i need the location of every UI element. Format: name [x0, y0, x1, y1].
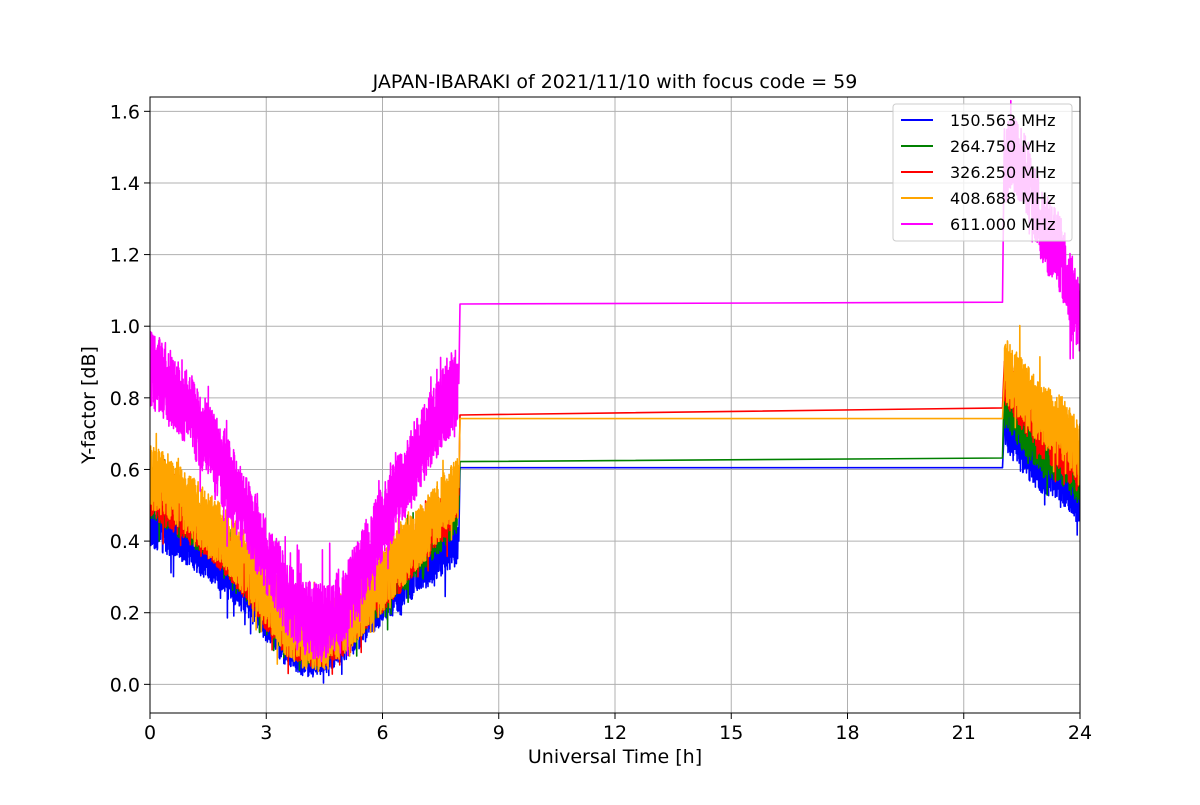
legend-label: 408.688 MHz — [950, 189, 1055, 208]
y-tick-label: 1.2 — [110, 245, 140, 267]
legend-label: 264.750 MHz — [950, 137, 1055, 156]
x-tick-label: 3 — [260, 722, 272, 744]
y-tick-label: 1.6 — [110, 101, 140, 123]
legend-label: 611.000 MHz — [950, 215, 1055, 234]
y-tick-label: 0.2 — [110, 603, 140, 625]
x-tick-label: 18 — [835, 722, 859, 744]
x-tick-label: 15 — [719, 722, 743, 744]
legend-label: 326.250 MHz — [950, 163, 1055, 182]
x-tick-label: 12 — [603, 722, 627, 744]
x-tick-label: 9 — [493, 722, 505, 744]
x-tick-label: 24 — [1068, 722, 1092, 744]
y-tick-label: 0.6 — [110, 459, 140, 481]
y-tick-label: 1.4 — [110, 173, 140, 195]
y-tick-label: 0.4 — [110, 531, 140, 553]
x-tick-label: 6 — [376, 722, 388, 744]
y-tick-label: 0.0 — [110, 674, 140, 696]
x-tick-label: 0 — [144, 722, 156, 744]
y-tick-label: 0.8 — [110, 388, 140, 410]
chart-title: JAPAN-IBARAKI of 2021/11/10 with focus c… — [372, 71, 858, 93]
x-tick-label: 21 — [952, 722, 976, 744]
x-axis-label: Universal Time [h] — [528, 746, 702, 768]
y-axis-label: Y-factor [dB] — [78, 346, 100, 465]
legend-box — [892, 103, 1073, 242]
axis-ticks: 0 3 6 9 12 15 18 21 24 0.0 0.2 0.4 0.6 0.8 1.0 1.2 1.4 1.… — [110, 101, 1092, 744]
legend-label: 150.563 MHz — [950, 111, 1055, 130]
y-tick-label: 1.0 — [110, 316, 140, 338]
legend: 150.563 MHz 264.750 MHz 326.250 MHz 408.688… — [892, 103, 1073, 242]
